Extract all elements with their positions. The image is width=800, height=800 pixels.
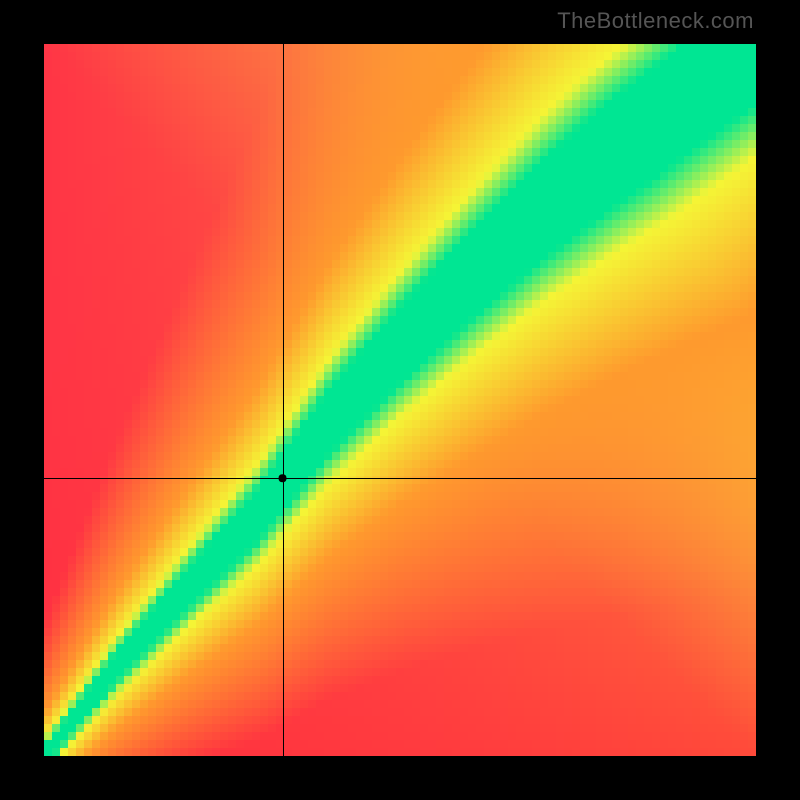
figure-container: TheBottleneck.com — [0, 0, 800, 800]
watermark-text: TheBottleneck.com — [557, 8, 754, 34]
bottleneck-heatmap — [0, 0, 800, 800]
